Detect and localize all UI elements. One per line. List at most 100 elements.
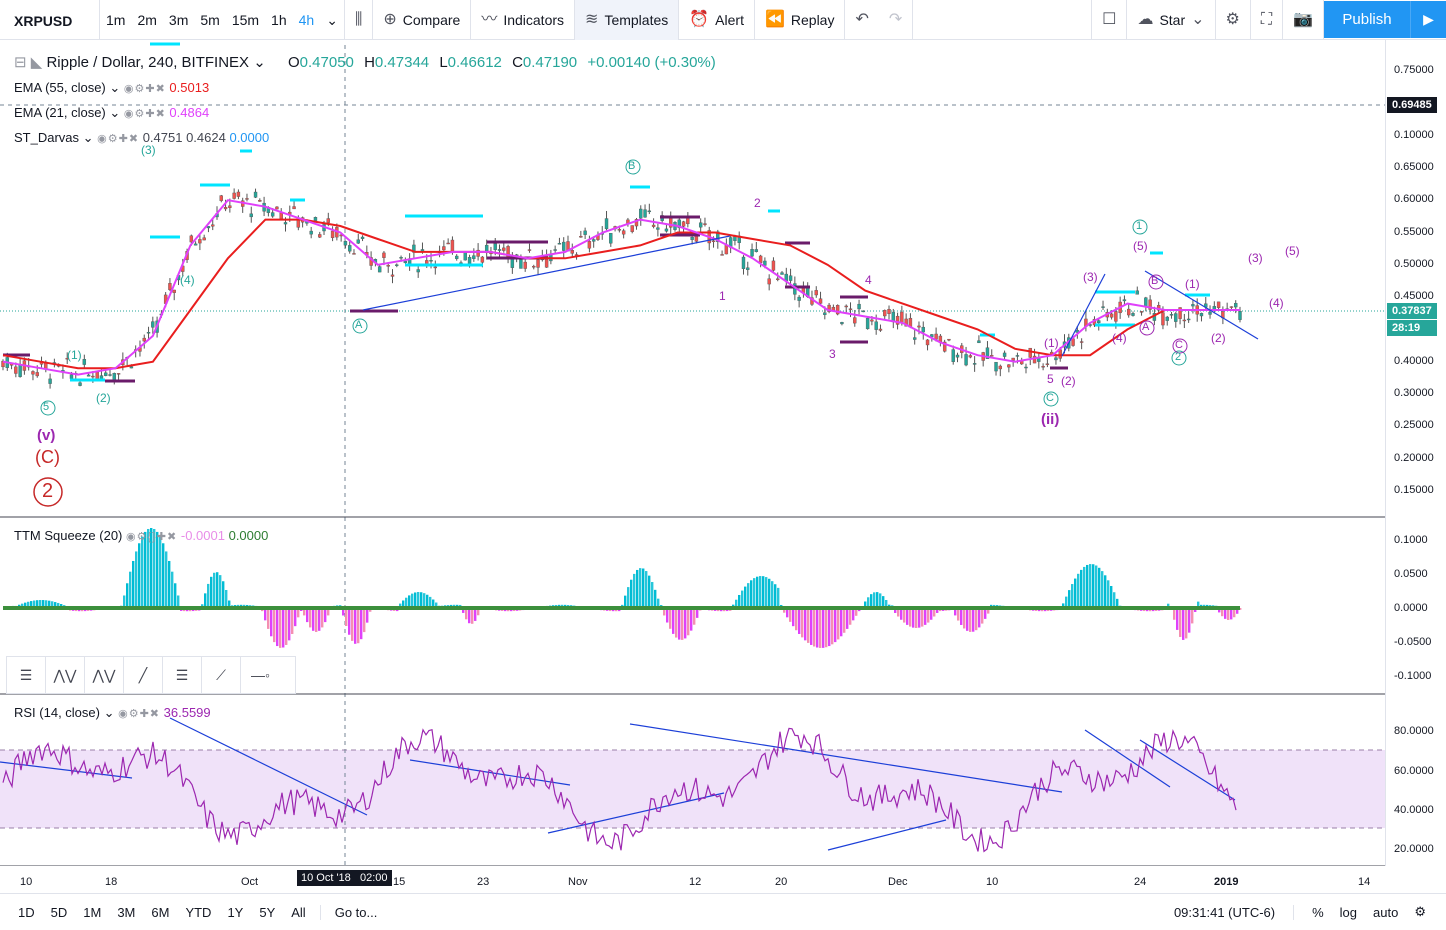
ttm-bar bbox=[819, 608, 822, 648]
ttm-bar bbox=[159, 536, 162, 608]
candle-body bbox=[985, 347, 990, 360]
interval-5m[interactable]: 5m bbox=[200, 11, 220, 28]
interval-15m[interactable]: 15m bbox=[231, 11, 260, 28]
replay-button[interactable]: ⏪ Replay bbox=[755, 0, 846, 40]
templates-button[interactable]: ≋ Templates bbox=[575, 0, 680, 40]
ttm-bar bbox=[762, 576, 765, 608]
redo-button[interactable]: ↷ bbox=[879, 0, 914, 40]
elliott-correction-icon[interactable]: ⋀⋁ bbox=[85, 657, 124, 693]
goto-button[interactable]: Go to... bbox=[319, 904, 386, 920]
candle-body bbox=[1045, 363, 1050, 365]
candle-body bbox=[848, 308, 853, 310]
candle-body bbox=[942, 341, 947, 352]
interval-1h[interactable]: 1h bbox=[271, 11, 287, 28]
candle-body bbox=[788, 275, 793, 281]
symbol-title[interactable]: Ripple / Dollar, 240, BITFINEX bbox=[46, 54, 250, 71]
indicators-button[interactable]: 〰 Indicators bbox=[471, 0, 576, 40]
ttm-bar bbox=[648, 575, 651, 608]
range-1d[interactable]: 1D bbox=[18, 904, 35, 920]
study-buttons[interactable]: ◉⚙✚✖ bbox=[97, 133, 140, 145]
ttm-bar bbox=[423, 593, 426, 608]
candle-body bbox=[69, 374, 74, 379]
range-ytd[interactable]: YTD bbox=[185, 904, 212, 920]
horizontal-ray-icon[interactable]: —◦ bbox=[251, 667, 270, 683]
ttm-bar bbox=[969, 608, 972, 632]
range-6m[interactable]: 6M bbox=[151, 904, 170, 920]
trend-line-icon[interactable]: ╱ bbox=[124, 657, 163, 693]
percent-toggle[interactable]: % bbox=[1312, 904, 1324, 920]
ttm-bar bbox=[1230, 608, 1233, 620]
candle-body bbox=[442, 246, 446, 251]
ttm-bar bbox=[936, 608, 939, 613]
candle-body bbox=[1216, 301, 1221, 308]
interval-4h[interactable]: 4h bbox=[298, 11, 315, 28]
range-1m[interactable]: 1M bbox=[83, 904, 102, 920]
candle-body bbox=[519, 259, 523, 269]
interval-1m[interactable]: 1m bbox=[106, 11, 126, 28]
ttm-legend[interactable]: TTM Squeeze (20) ◉⚙{}✚✖ -0.0001 0.0000 bbox=[14, 528, 268, 543]
range-5d[interactable]: 5D bbox=[50, 904, 68, 920]
interval-3m[interactable]: 3m bbox=[168, 11, 189, 28]
range-3m[interactable]: 3M bbox=[117, 904, 136, 920]
lines-tool-icon[interactable]: ☰ bbox=[7, 657, 46, 693]
darvas-legend[interactable]: ST_Darvas ⌄ ◉⚙✚✖ 0.4751 0.4624 0.0000 bbox=[14, 130, 270, 145]
study-buttons[interactable]: ◉⚙{}✚✖ bbox=[126, 531, 178, 543]
candle-body bbox=[253, 191, 258, 198]
ema55-legend[interactable]: EMA (55, close) ⌄ ◉⚙✚✖ 0.5013 bbox=[14, 80, 210, 95]
range-5y[interactable]: 5Y bbox=[259, 904, 276, 920]
candle-body bbox=[814, 290, 818, 296]
ttm-bar bbox=[309, 608, 312, 628]
channel-tool-icon[interactable]: ☰ bbox=[163, 657, 202, 693]
candle-body bbox=[1144, 297, 1148, 307]
candle-body bbox=[86, 374, 91, 377]
clock-label[interactable]: 09:31:41 (UTC-6) bbox=[1166, 904, 1295, 920]
chart-canvas[interactable] bbox=[0, 41, 1385, 866]
ttm-bar bbox=[852, 608, 855, 621]
ttm-bar bbox=[987, 608, 990, 614]
candle-body bbox=[583, 230, 587, 235]
study-buttons[interactable]: ◉⚙✚✖ bbox=[123, 108, 166, 120]
interval-dropdown-icon[interactable]: ⌄ bbox=[320, 0, 345, 40]
snapshot-button[interactable]: 📷 bbox=[1283, 0, 1324, 40]
symbol-search[interactable]: XRPUSD bbox=[0, 0, 100, 40]
elliott-impulse-icon[interactable]: ⋀⋁ bbox=[46, 657, 85, 693]
undo-button[interactable]: ↶ bbox=[845, 0, 878, 40]
ttm-bar bbox=[45, 600, 48, 608]
study-buttons[interactable]: ◉⚙✚✖ bbox=[123, 83, 166, 95]
publish-button[interactable]: Publish bbox=[1324, 1, 1410, 38]
collapse-icon[interactable]: ⊟ bbox=[14, 54, 27, 71]
candle-body bbox=[1032, 355, 1037, 364]
star-button[interactable]: ☁ Star ⌄ bbox=[1127, 0, 1216, 40]
crosshair-price-tag: 0.69485 bbox=[1387, 97, 1437, 113]
publish-arrow-button[interactable]: ▶ bbox=[1410, 1, 1446, 38]
log-toggle[interactable]: log bbox=[1339, 904, 1358, 920]
price-axis[interactable] bbox=[1385, 40, 1446, 866]
ema21-legend[interactable]: EMA (21, close) ⌄ ◉⚙✚✖ 0.4864 bbox=[14, 105, 210, 120]
range-1y[interactable]: 1Y bbox=[227, 904, 244, 920]
study-buttons[interactable]: ◉⚙✚✖ bbox=[118, 708, 161, 720]
ttm-bar bbox=[138, 543, 141, 608]
compare-button[interactable]: ⊕ Compare bbox=[373, 0, 472, 40]
candle-body bbox=[356, 239, 360, 244]
candle-body bbox=[900, 311, 904, 324]
layout-button[interactable]: ☐ bbox=[1091, 0, 1128, 40]
alert-button[interactable]: ⏰ Alert bbox=[679, 0, 755, 40]
candle-body bbox=[343, 241, 348, 246]
ttm-bar bbox=[879, 593, 882, 608]
gear-icon[interactable]: ⚙ bbox=[1414, 904, 1426, 919]
time-tick: 10 bbox=[20, 876, 33, 888]
settings-button[interactable]: ⚙ bbox=[1216, 0, 1251, 40]
candle-body bbox=[840, 322, 844, 325]
interval-2m[interactable]: 2m bbox=[137, 11, 157, 28]
ttm-tick: -0.0500 bbox=[1394, 636, 1432, 648]
ray-tool-icon[interactable]: ⟋ bbox=[202, 657, 241, 693]
range-all[interactable]: All bbox=[291, 904, 306, 920]
chart-type-button[interactable]: ⫼ bbox=[345, 0, 374, 40]
drawing-toolbar: ☰ ⋀⋁ ⋀⋁ ╱ ☰ ⟋ —◦ bbox=[6, 656, 296, 694]
rsi-legend[interactable]: RSI (14, close) ⌄ ◉⚙✚✖ 36.5599 bbox=[14, 705, 211, 720]
chevron-down-icon[interactable]: ⌄ bbox=[249, 54, 266, 71]
fullscreen-button[interactable]: ⛶ bbox=[1251, 0, 1284, 40]
candles-icon: ⫼ bbox=[354, 10, 363, 28]
price-tick: 0.45000 bbox=[1394, 290, 1434, 302]
auto-toggle[interactable]: auto bbox=[1373, 904, 1399, 920]
